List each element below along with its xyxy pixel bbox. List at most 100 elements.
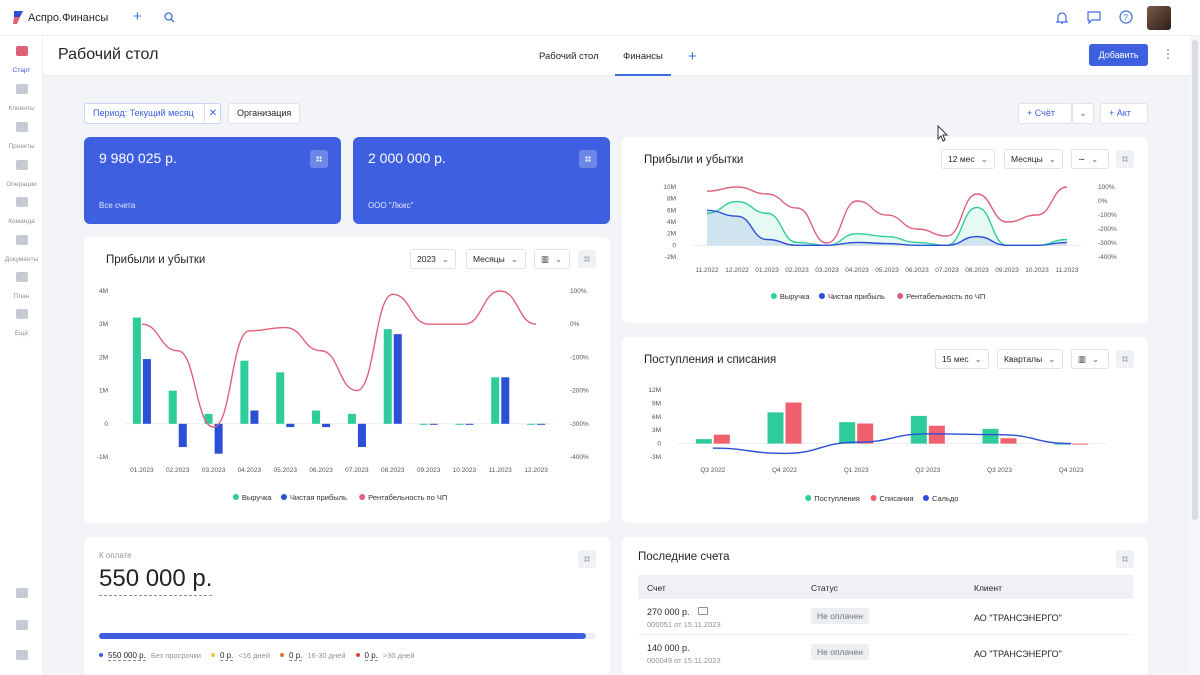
tab-finance-label: Финансы [623, 51, 663, 62]
y-tick-label: 3M [652, 427, 661, 434]
bar [928, 425, 945, 444]
client-name: АО "ТРАНСЭНЕРГО" [974, 613, 1062, 623]
avatar[interactable] [1147, 6, 1171, 30]
bar [1054, 443, 1071, 445]
bar [501, 377, 510, 424]
payable-legend-amount[interactable]: 550 000 р. [108, 651, 146, 661]
tab-desktop[interactable]: Рабочий стол [539, 51, 599, 62]
pl-small-card: Прибыли и убытки 12 мес Месяцы ∼ 10M 8M 6M… [622, 137, 1148, 323]
x-tick-label: 07.2023 [345, 467, 369, 474]
series-line [706, 186, 1068, 244]
x-tick-label: Q3 2023 [987, 467, 1012, 474]
x-tick-label: 02.2023 [166, 467, 190, 474]
payable-amount[interactable]: 550 000 р. [99, 565, 213, 596]
x-tick-label: 01.2023 [755, 267, 779, 274]
drag-handle-icon[interactable] [1116, 150, 1134, 168]
x-tick-label: 03.2023 [815, 267, 839, 274]
period-select[interactable]: 15 мес [935, 349, 989, 369]
chart-type-select[interactable]: ▥ [1071, 349, 1109, 369]
payable-legend-item: 0 р. >30 дней [355, 651, 415, 661]
invoice-dropdown-icon[interactable]: ⌄ [1072, 103, 1094, 124]
sidebar-bottom-item-2[interactable] [0, 620, 43, 633]
clients-icon [15, 84, 28, 94]
sidebar-item-plan[interactable]: План [0, 272, 43, 303]
search-icon[interactable] [164, 12, 175, 23]
sidebar-bottom-item-3[interactable] [0, 650, 43, 663]
client-name: АО "ТРАНСЭНЕРГО" [974, 649, 1062, 659]
sidebar-item-team[interactable]: Команда [0, 197, 43, 228]
bar [1072, 443, 1089, 445]
drag-handle-icon[interactable] [578, 550, 596, 568]
table-row[interactable]: 270 000 р. 000051 от 15.11.2023 Не оплач… [638, 599, 1133, 635]
kebab-menu-icon[interactable]: ⋮ [1162, 47, 1174, 61]
sidebar-item-clients[interactable]: Клиенты [0, 84, 43, 115]
legend-label: Чистая прибыль [290, 493, 347, 502]
y2-tick-label: 100% [1098, 184, 1115, 191]
y-tick-label: 4M [99, 288, 108, 295]
kpi-card-all-invoices[interactable]: 9 980 025 р. Все счета [84, 137, 341, 224]
bar [491, 377, 500, 424]
tab-finance[interactable]: Финансы [615, 51, 671, 74]
kpi-card-lux[interactable]: 2 000 000 р. ООО "Люкс" [353, 137, 610, 224]
x-tick-label: Q1 2023 [844, 467, 869, 474]
sidebar-item-start[interactable]: Старт [0, 46, 43, 77]
chart-type-select[interactable]: ▥ [534, 249, 570, 269]
x-tick-label: 07.2023 [935, 267, 959, 274]
sidebar-item-projects[interactable]: Проекты [0, 122, 43, 153]
pl-small-chart: 10M 8M 6M 4M 2M 0 -2M 100% 0% -100% -200% -300% -400… [663, 184, 1117, 301]
sidebar-item-operations[interactable]: Операции [0, 160, 43, 191]
sidebar-item-documents[interactable]: Документы [0, 235, 43, 266]
bell-icon[interactable] [1056, 11, 1068, 24]
bar [537, 423, 546, 425]
drag-handle-icon[interactable] [579, 150, 597, 168]
organization-filter[interactable]: Организация [228, 103, 301, 124]
chat-icon[interactable] [1087, 11, 1101, 24]
y-tick-label: 0 [657, 441, 661, 448]
y-tick-label: 3M [99, 321, 108, 328]
scrollbar-thumb[interactable] [1192, 40, 1198, 520]
drag-handle-icon[interactable] [1116, 550, 1134, 568]
x-tick-label: 04.2023 [845, 267, 869, 274]
drag-handle-icon[interactable] [310, 150, 328, 168]
payable-legend-amount[interactable]: 0 р. [364, 651, 378, 661]
add-tab-icon[interactable]: + [688, 48, 697, 65]
pl-big-chart: 4M 3M 2M 1M 0 -1M 100% 0% -100% -200% -300% -400% 01… [97, 288, 589, 502]
bar [857, 423, 874, 444]
act-button[interactable]: + Акт [1100, 103, 1148, 124]
payable-legend-amount[interactable]: 0 р. [289, 651, 303, 661]
sidebar-bottom-item-1[interactable] [0, 588, 43, 601]
y-tick-label: 9M [652, 400, 661, 407]
legend-marker [770, 293, 777, 299]
bar [429, 423, 438, 425]
clear-period-icon[interactable]: ✕ [204, 103, 221, 124]
granularity-select[interactable]: Месяцы [1004, 149, 1063, 169]
legend-label: Рентабельность по ЧП [368, 493, 447, 502]
payable-legend-amount[interactable]: 0 р. [219, 651, 234, 661]
table-row[interactable]: 140 000 р. 000049 от 15.11.2023 Не оплач… [638, 635, 1133, 671]
period-filter[interactable]: Период: Текущий месяц [84, 103, 221, 124]
help-icon[interactable]: ? [1119, 10, 1133, 24]
x-tick-label: 11.2023 [1055, 267, 1078, 274]
add-button[interactable]: Добавить [1089, 44, 1148, 66]
x-tick-label: 09.2023 [417, 467, 441, 474]
operations-icon [15, 160, 28, 170]
year-select[interactable]: 2023 [410, 249, 457, 269]
period-select[interactable]: 12 мес [941, 149, 995, 169]
bar [713, 434, 730, 444]
granularity-select[interactable]: Месяцы [466, 249, 526, 269]
sidebar-item-more[interactable]: Ещё [0, 309, 43, 340]
settings-icon [15, 620, 28, 630]
drag-handle-icon[interactable] [1116, 350, 1134, 368]
plus-icon[interactable]: + [133, 8, 142, 25]
app-logo-icon [13, 11, 23, 24]
x-tick-label: 06.2023 [309, 467, 333, 474]
chart-type-select[interactable]: ∼ [1071, 149, 1109, 169]
legend-dot-icon [355, 653, 360, 657]
legend-dot-icon [280, 653, 285, 657]
invoice-button[interactable]: + Счёт [1018, 103, 1072, 124]
invoice-button-label: Счёт [1034, 108, 1055, 118]
message-icon[interactable] [698, 607, 708, 615]
bar [168, 390, 177, 424]
drag-handle-icon[interactable] [578, 250, 596, 268]
granularity-select[interactable]: Кварталы [997, 349, 1063, 369]
